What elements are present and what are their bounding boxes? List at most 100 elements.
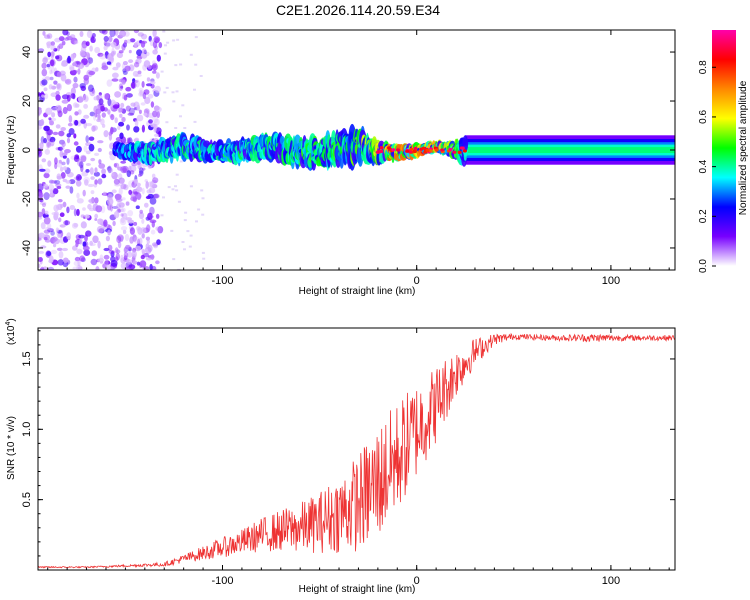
noise-speckle bbox=[51, 236, 58, 242]
noise-speckle bbox=[60, 203, 64, 208]
noise-speckle bbox=[62, 166, 68, 171]
noise-speckle bbox=[130, 81, 137, 89]
y-tick-label: 20 bbox=[21, 95, 33, 107]
noise-speckle bbox=[77, 68, 81, 75]
noise-speckle bbox=[129, 236, 134, 244]
noise-speckle bbox=[44, 168, 51, 174]
signal-peak bbox=[452, 150, 457, 154]
spectrogram-marks bbox=[38, 30, 675, 270]
noise-speckle bbox=[73, 133, 77, 139]
noise-speckle bbox=[122, 165, 129, 173]
noise-speckle bbox=[101, 173, 107, 179]
figure-title: C2E1.2026.114.20.59.E34 bbox=[276, 2, 440, 18]
noise-speckle bbox=[117, 125, 121, 130]
noise-speckle bbox=[114, 117, 118, 124]
noise-speckle bbox=[110, 103, 114, 111]
snr-frame bbox=[37, 327, 676, 571]
noise-speckle bbox=[44, 76, 51, 81]
noise-speckle bbox=[41, 94, 45, 98]
noise-speckle bbox=[116, 235, 122, 243]
noise-speckle bbox=[186, 230, 190, 233]
noise-speckle bbox=[66, 103, 72, 112]
noise-speckle bbox=[83, 145, 88, 153]
noise-speckle bbox=[38, 48, 45, 53]
noise-speckle bbox=[79, 50, 86, 57]
noise-speckle bbox=[166, 41, 170, 44]
noise-speckle bbox=[175, 90, 179, 93]
noise-speckle bbox=[56, 83, 61, 89]
noise-speckle bbox=[87, 199, 95, 203]
noise-speckle bbox=[133, 42, 138, 48]
noise-speckle bbox=[41, 202, 47, 208]
noise-speckle bbox=[115, 249, 121, 254]
noise-speckle bbox=[162, 30, 166, 33]
noise-speckle bbox=[66, 57, 72, 64]
noise-speckle bbox=[58, 251, 64, 259]
noise-speckle bbox=[61, 94, 69, 100]
noise-speckle bbox=[139, 90, 143, 96]
colorbar: 0.0 0.2 0.4 0.6 0.8 Normalized spectral ampl… bbox=[698, 30, 749, 273]
noise-speckle bbox=[38, 232, 45, 239]
noise-speckle bbox=[150, 254, 155, 260]
noise-speckle bbox=[142, 92, 147, 100]
noise-speckle bbox=[141, 167, 146, 171]
noise-speckle bbox=[118, 187, 123, 196]
noise-speckle bbox=[146, 224, 151, 233]
noise-speckle bbox=[184, 211, 188, 214]
noise-speckle bbox=[138, 237, 143, 245]
noise-speckle bbox=[62, 152, 68, 156]
noise-speckle bbox=[101, 65, 109, 71]
noise-speckle bbox=[75, 180, 82, 187]
noise-speckle bbox=[85, 230, 92, 237]
noise-speckle bbox=[150, 123, 156, 128]
noise-speckle bbox=[38, 125, 42, 130]
noise-speckle bbox=[133, 126, 140, 133]
noise-speckle bbox=[38, 257, 43, 262]
noise-speckle bbox=[90, 190, 95, 195]
noise-speckle bbox=[146, 189, 152, 194]
signal-peak bbox=[409, 147, 414, 151]
noise-speckle bbox=[89, 167, 94, 175]
noise-speckle bbox=[128, 107, 135, 116]
noise-speckle bbox=[94, 197, 99, 204]
noise-speckle bbox=[70, 87, 76, 95]
noise-speckle bbox=[72, 266, 80, 270]
noise-speckle bbox=[155, 213, 160, 219]
noise-speckle bbox=[43, 192, 50, 201]
noise-speckle bbox=[114, 256, 119, 262]
noise-speckle bbox=[118, 78, 123, 83]
noise-speckle bbox=[134, 79, 140, 88]
noise-speckle bbox=[50, 180, 58, 184]
noise-speckle bbox=[100, 118, 105, 126]
noise-speckle bbox=[58, 159, 62, 164]
noise-speckle bbox=[143, 60, 151, 68]
noise-speckle bbox=[115, 198, 123, 202]
noise-speckle bbox=[121, 116, 126, 123]
noise-speckle bbox=[118, 83, 124, 91]
noise-speckle bbox=[80, 155, 87, 162]
noise-speckle bbox=[149, 206, 155, 215]
noise-speckle bbox=[97, 178, 103, 185]
noise-speckle bbox=[123, 184, 129, 191]
noise-speckle bbox=[103, 93, 110, 100]
noise-speckle bbox=[39, 201, 47, 206]
noise-speckle bbox=[125, 86, 132, 92]
noise-speckle bbox=[88, 84, 94, 92]
noise-speckle bbox=[85, 150, 91, 155]
noise-speckle bbox=[61, 40, 66, 46]
signal-peak bbox=[405, 149, 410, 153]
noise-speckle bbox=[43, 172, 50, 179]
noise-speckle bbox=[76, 198, 84, 204]
y-tick-label: 40 bbox=[21, 46, 33, 58]
noise-speckle bbox=[55, 227, 59, 233]
noise-speckle bbox=[165, 86, 169, 89]
noise-speckle bbox=[85, 123, 93, 127]
noise-speckle bbox=[94, 46, 101, 54]
noise-speckle bbox=[80, 85, 87, 92]
noise-speckle bbox=[126, 137, 131, 144]
noise-speckle bbox=[101, 112, 107, 118]
noise-speckle bbox=[68, 128, 75, 135]
noise-speckle bbox=[77, 62, 85, 69]
noise-speckle bbox=[77, 259, 81, 267]
noise-speckle bbox=[107, 109, 111, 115]
